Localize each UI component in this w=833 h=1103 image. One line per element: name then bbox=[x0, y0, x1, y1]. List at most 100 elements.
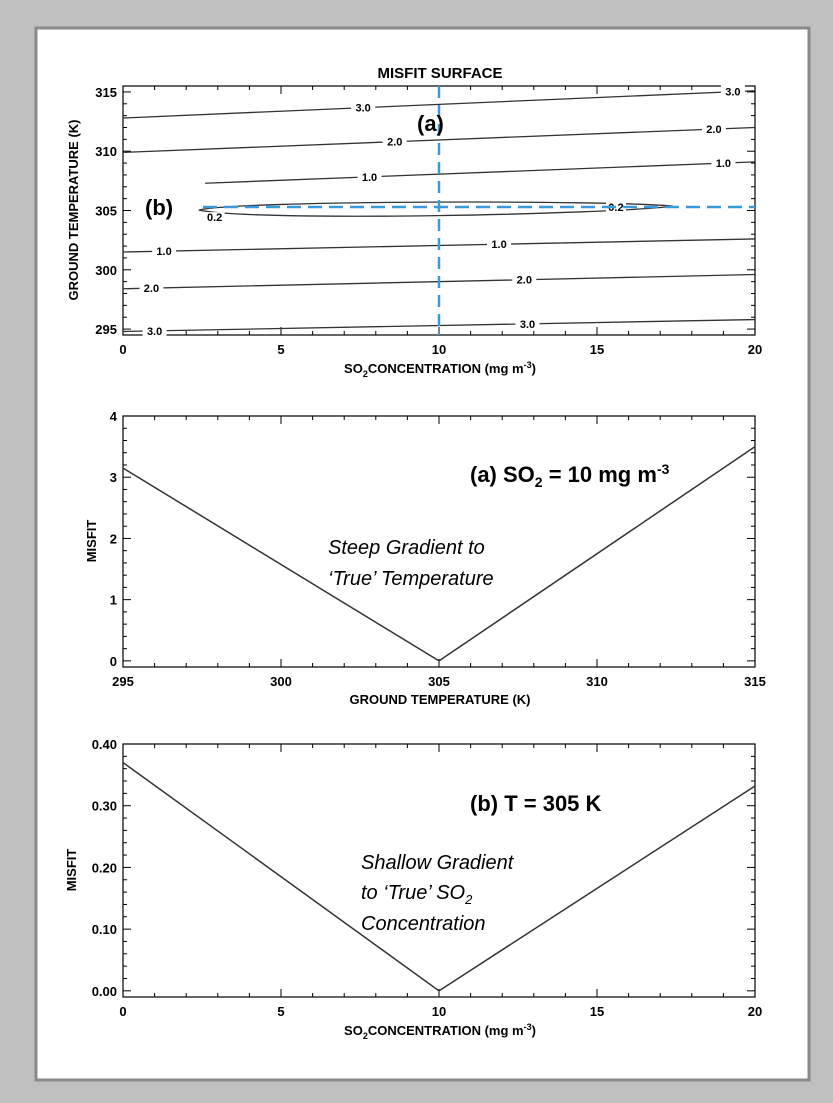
contour-label-bg bbox=[204, 212, 225, 224]
contour-xtick-label: 15 bbox=[590, 342, 604, 357]
contour-title: MISFIT SURFACE bbox=[377, 65, 502, 82]
contour-label: 1.0 bbox=[156, 246, 171, 258]
so2-annotation-line3: Concentration bbox=[361, 913, 486, 935]
temp-ytick-label: 4 bbox=[110, 409, 118, 424]
contour-label: 2.0 bbox=[517, 275, 532, 287]
contour-label-bg bbox=[139, 281, 164, 294]
temp-title-sub: 2 bbox=[535, 474, 543, 490]
contour-label-bg bbox=[152, 244, 177, 257]
temp-xtick-label: 300 bbox=[270, 674, 292, 689]
figure-panel bbox=[34, 26, 811, 1082]
so2-annotation-sub: 2 bbox=[464, 892, 473, 907]
so2-xlabel-close: ) bbox=[532, 1023, 536, 1038]
so2-xlabel-sub: 2 bbox=[363, 1031, 368, 1041]
marker-label-b: (b) bbox=[145, 195, 173, 220]
contour-ylabel: GROUND TEMPERATURE (K) bbox=[66, 119, 81, 300]
contour-xlabel-so: SO bbox=[344, 361, 363, 376]
so2-xtick-label: 5 bbox=[277, 1004, 284, 1019]
contour-label: 3.0 bbox=[520, 319, 535, 331]
contour-plot: MISFIT SURFACE 0 5 10 15 20 295 300 305 310 315 3… bbox=[66, 65, 762, 379]
contour-xlabel: SO2CONCENTRATION (mg m-3) bbox=[344, 360, 536, 379]
contour-ticks: 0 5 10 15 20 295 300 305 310 315 bbox=[95, 85, 762, 357]
so2-xlabel-so: SO bbox=[344, 1023, 363, 1038]
contour-ytick-label: 310 bbox=[95, 144, 117, 159]
contour-label: 2.0 bbox=[144, 283, 159, 295]
temp-annotation-line2: ‘True’ Temperature bbox=[328, 568, 494, 590]
so2-annotation-line1: Shallow Gradient bbox=[361, 852, 515, 874]
temp-xtick-label: 295 bbox=[112, 674, 134, 689]
contour-label-bg bbox=[351, 100, 376, 113]
so2-ylabel: MISFIT bbox=[64, 849, 79, 892]
contour-xlabel-close: ) bbox=[532, 361, 536, 376]
contour-label: 1.0 bbox=[362, 172, 377, 184]
contour-label-bg bbox=[701, 122, 726, 135]
temp-title-sup: -3 bbox=[657, 461, 670, 477]
so2-ytick-label: 0.10 bbox=[92, 922, 117, 937]
contour-label: 3.0 bbox=[725, 87, 740, 99]
contour-label: 1.0 bbox=[716, 158, 731, 170]
temp-title-so: (a) SO bbox=[470, 462, 535, 487]
contour-label: 2.0 bbox=[387, 137, 402, 149]
contour-xtick-label: 5 bbox=[277, 342, 284, 357]
so2-xtick-label: 10 bbox=[432, 1004, 446, 1019]
temp-ytick-label: 2 bbox=[110, 531, 117, 546]
contour-label-bg bbox=[512, 272, 537, 285]
so2-ytick-label: 0.40 bbox=[92, 737, 117, 752]
so2-xlabel-sup: -3 bbox=[524, 1022, 532, 1032]
so2-xlabel-text: CONCENTRATION (mg m bbox=[368, 1023, 524, 1038]
contour-label-bg bbox=[142, 323, 167, 336]
contour-xlabel-sub: 2 bbox=[363, 369, 368, 379]
contour-label-bg bbox=[720, 84, 745, 97]
temp-xlabel: GROUND TEMPERATURE (K) bbox=[349, 692, 530, 707]
contour-label: 0.2 bbox=[207, 212, 222, 224]
temp-xtick-label: 315 bbox=[744, 674, 766, 689]
contour-xtick-label: 20 bbox=[748, 342, 762, 357]
temp-misfit-line bbox=[122, 445, 756, 662]
so2-ytick-label: 0.00 bbox=[92, 984, 117, 999]
contour-label-bg bbox=[711, 156, 736, 169]
temp-annotation-line1: Steep Gradient to bbox=[328, 537, 485, 559]
so2-annotation-line2-text: to ‘True’ SO bbox=[361, 882, 465, 904]
so2-ytick-label: 0.20 bbox=[92, 860, 117, 875]
contour-label: 1.0 bbox=[491, 239, 506, 251]
contour-ytick-label: 305 bbox=[95, 204, 117, 219]
contour-label: 3.0 bbox=[147, 326, 162, 338]
contour-label-bg bbox=[487, 237, 512, 250]
so2-misfit-line bbox=[122, 761, 756, 992]
contour-ytick-label: 315 bbox=[95, 85, 117, 100]
temp-title-unit: = 10 mg m bbox=[543, 462, 657, 487]
contour-xlabel-text: CONCENTRATION (mg m bbox=[368, 361, 524, 376]
temp-panel-title: (a) SO2 = 10 mg m-3 bbox=[470, 461, 670, 490]
so2-ticks: 0 5 10 15 20 0.00 0.10 0.20 0.30 0.40 bbox=[92, 737, 763, 1019]
so2-ytick-label: 0.30 bbox=[92, 799, 117, 814]
so2-misfit-plot: 0 5 10 15 20 0.00 0.10 0.20 0.30 0.40 (b) T = 305… bbox=[64, 737, 762, 1041]
contour-line bbox=[122, 90, 756, 119]
temp-ytick-label: 0 bbox=[110, 654, 117, 669]
marker-label-a: (a) bbox=[417, 111, 444, 136]
temp-xtick-label: 310 bbox=[586, 674, 608, 689]
contour-ytick-label: 300 bbox=[95, 263, 117, 278]
contour-xtick-label: 10 bbox=[432, 342, 446, 357]
so2-xlabel: SO2CONCENTRATION (mg m-3) bbox=[344, 1022, 536, 1041]
contour-ytick-label: 295 bbox=[95, 322, 117, 337]
temp-ticks: 295 300 305 310 315 0 1 2 3 4 bbox=[110, 409, 766, 689]
so2-xtick-label: 15 bbox=[590, 1004, 604, 1019]
so2-xtick-label: 20 bbox=[748, 1004, 762, 1019]
contour-line bbox=[205, 161, 756, 184]
contour-label: 2.0 bbox=[706, 124, 721, 136]
contour-label-bg bbox=[515, 316, 540, 329]
contour-xlabel-sup: -3 bbox=[524, 360, 532, 370]
so2-annotation-line2: to ‘True’ SO2 bbox=[361, 882, 473, 907]
contour-label-bg bbox=[382, 134, 407, 147]
temp-xtick-label: 305 bbox=[428, 674, 450, 689]
temp-ytick-label: 1 bbox=[110, 593, 117, 608]
so2-panel-title: (b) T = 305 K bbox=[470, 791, 602, 816]
temp-ylabel: MISFIT bbox=[84, 520, 99, 563]
temp-ytick-label: 3 bbox=[110, 470, 117, 485]
so2-xtick-label: 0 bbox=[119, 1004, 126, 1019]
contour-xtick-label: 0 bbox=[119, 342, 126, 357]
contour-markers: (a) (b) bbox=[145, 86, 755, 335]
contour-line bbox=[122, 126, 756, 154]
